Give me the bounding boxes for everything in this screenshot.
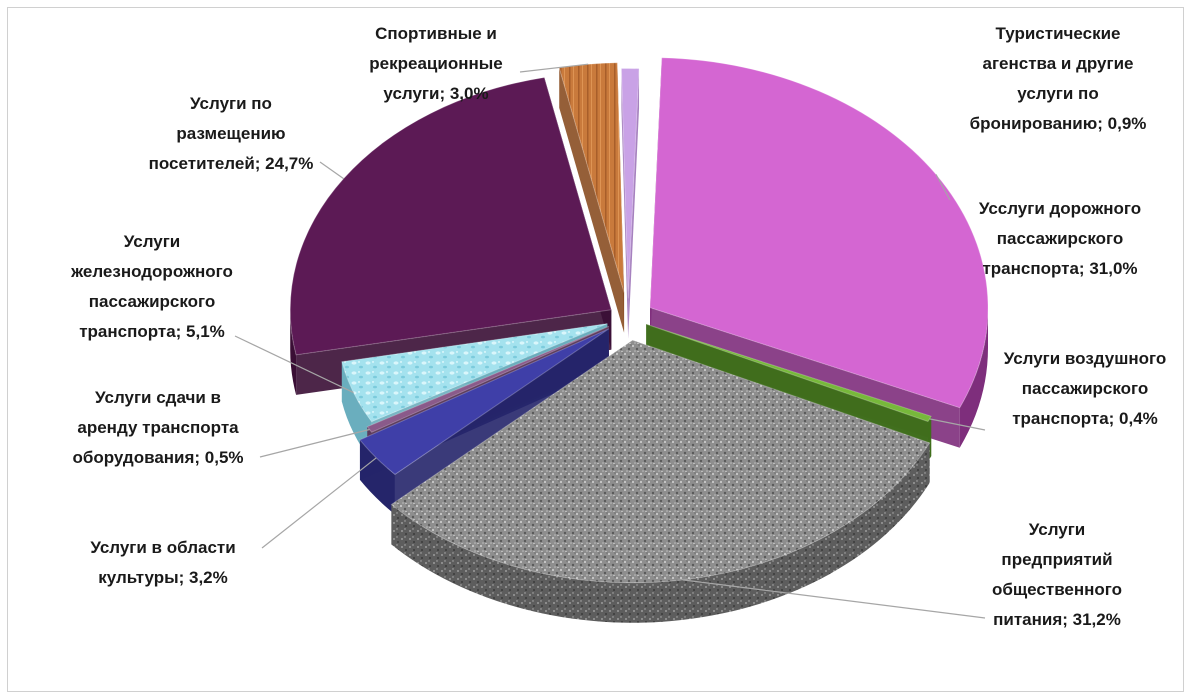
pie-slice-0[interactable] (649, 57, 989, 409)
data-label-0: Усслуги дорожного пассажирского транспорта… (979, 199, 1141, 278)
pie-slice-8[interactable] (620, 68, 640, 299)
leader-line-2 (682, 579, 986, 619)
data-label-4: Услуги сдачи в аренду транспорта оборудова… (72, 388, 243, 467)
data-label-1: Услуги воздушного пассажирского транспорта… (1004, 349, 1167, 428)
leader-line-7 (519, 63, 589, 73)
leader-line-5 (234, 335, 354, 394)
leader-line-6 (319, 161, 344, 180)
pie-slice-side-2 (391, 442, 930, 623)
data-label-8: Туристические агенства и другие услуги по б… (970, 24, 1147, 133)
pie-slice-6[interactable] (289, 76, 612, 356)
pie-slice-3[interactable] (359, 328, 610, 476)
pie-slice-side-0 (959, 307, 989, 448)
pie-slice-1[interactable] (646, 323, 932, 423)
data-label-7: Спортивные и рекреационные услуги; 3,0% (369, 24, 502, 103)
data-label-5: Услуги железнодорожного пассажирского транс… (70, 232, 233, 341)
pie-slice-2[interactable] (390, 339, 931, 584)
leader-line-3 (261, 457, 377, 549)
pie-slice-side-6 (290, 309, 297, 395)
leader-line-4 (259, 428, 370, 458)
pie-slice-face-8-1 (628, 68, 640, 339)
data-label-3: Услуги в области культуры; 3,2% (90, 538, 235, 587)
pie-slice-5[interactable] (341, 323, 608, 423)
data-label-6: Услуги по размещению посетителей; 24,7% (149, 94, 314, 173)
leader-line-0 (935, 174, 951, 201)
data-label-2: Услуги предприятий общественного питания; 3… (992, 520, 1122, 629)
leader-line-1 (929, 418, 986, 431)
pie-slice-face-8-0 (621, 68, 629, 339)
pie-slice-face-7-0 (559, 67, 625, 333)
